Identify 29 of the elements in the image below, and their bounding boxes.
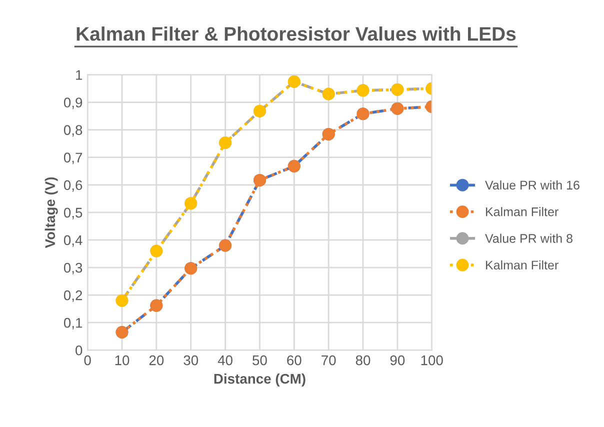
x-tick-label: 90 xyxy=(390,355,405,366)
x-tick-label: 80 xyxy=(356,355,370,366)
x-tick-label: 20 xyxy=(149,355,164,366)
y-tick-label: 0,1 xyxy=(64,318,82,330)
x-tick-label: 60 xyxy=(287,355,302,366)
legend-label: Value PR with 16 xyxy=(485,180,580,190)
x-tick-label: 30 xyxy=(184,355,198,366)
x-tick-label: 0 xyxy=(84,355,91,366)
legend-label: Kalman Filter xyxy=(486,260,558,270)
y-axis-title: Voltage (V) xyxy=(44,177,58,248)
y-tick-label: 1 xyxy=(76,70,82,80)
x-tick-label: 10 xyxy=(115,355,130,366)
y-tick-label: 0,6 xyxy=(64,180,82,192)
chart-title: Kalman Filter & Photoresistor Values with LEDs xyxy=(76,26,516,41)
y-tick-label: 0,7 xyxy=(64,152,82,164)
x-tick-label: 70 xyxy=(322,355,336,366)
y-tick-label: 0,3 xyxy=(64,262,82,274)
y-tick-label: 0,9 xyxy=(64,98,82,110)
legend-label: Value PR with 8 xyxy=(485,234,572,243)
y-tick-label: 0,8 xyxy=(64,125,82,137)
y-tick-label: 0,2 xyxy=(64,290,82,302)
y-tick-label: 0,4 xyxy=(64,235,82,247)
y-tick-label: 0 xyxy=(76,345,82,356)
x-tick-label: 100 xyxy=(421,355,443,366)
x-axis-title: Distance (CM) xyxy=(214,374,306,386)
legend-label: Kalman Filter xyxy=(486,207,558,216)
x-tick-label: 50 xyxy=(252,355,267,366)
x-tick-label: 40 xyxy=(218,355,232,366)
y-tick-label: 0,5 xyxy=(64,208,82,220)
